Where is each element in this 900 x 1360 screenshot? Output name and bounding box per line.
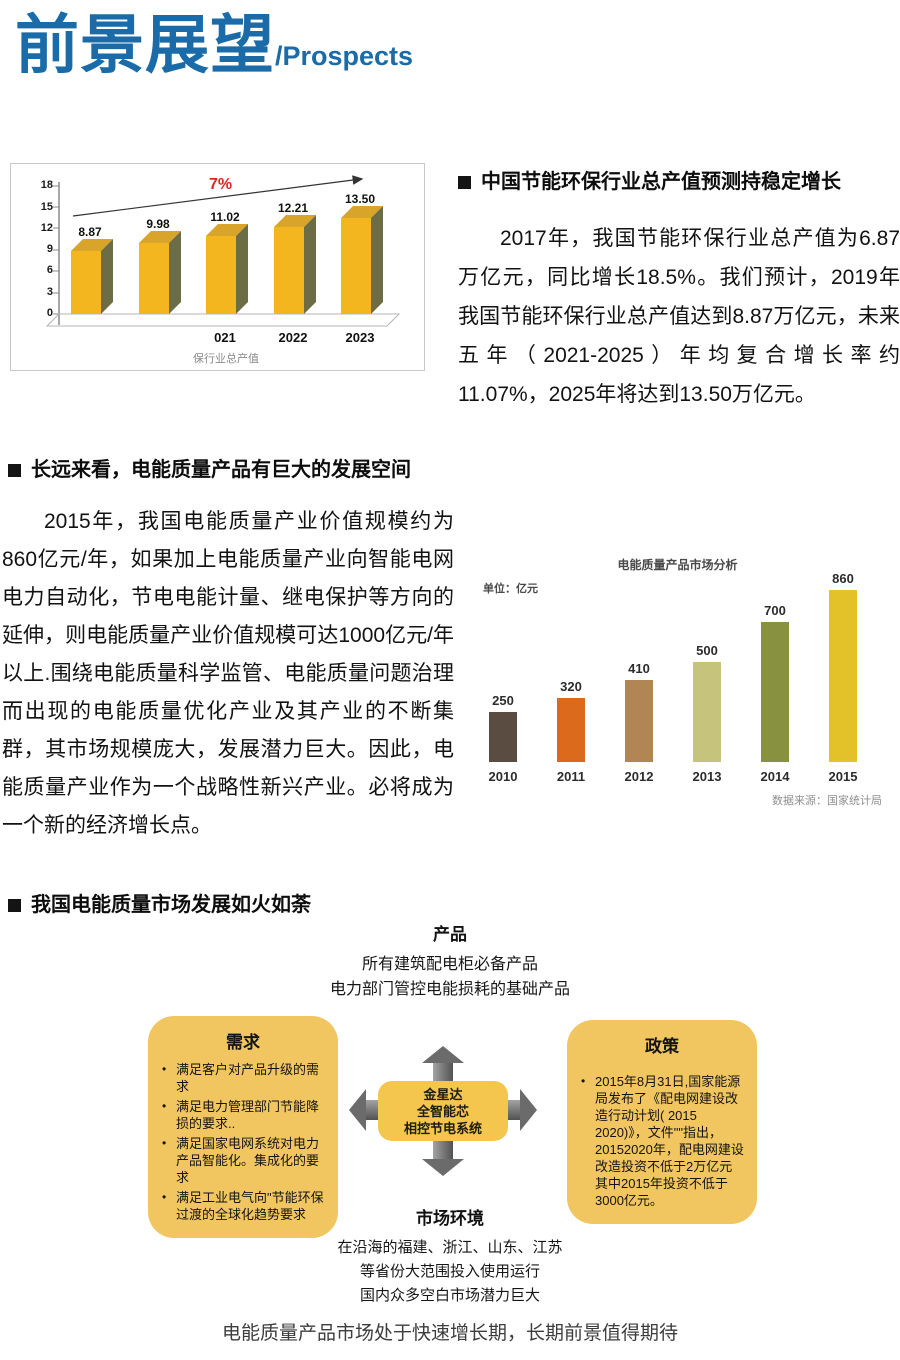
chart1-bar xyxy=(71,239,113,314)
arrow-right-icon xyxy=(505,1089,537,1131)
diagram-market-env-line: 等省份大范围投入使用运行 xyxy=(359,1263,540,1280)
chart2-value-label: 860 xyxy=(832,571,854,586)
diagram-demand-box: 需求 满足客户对产品升级的需求满足电力管理部门节能降损的要求..满足国家电网系统… xyxy=(148,1016,338,1238)
section-paragraph: 2017年，我国节能环保行业总产值为6.87万亿元，同比增长18.5%。我们预计… xyxy=(458,227,900,406)
growth-rate-annotation: 7% xyxy=(209,176,233,193)
chart1-category-label: 2023 xyxy=(345,330,375,345)
chart1-ytick: 15 xyxy=(40,200,53,213)
chart2-bar xyxy=(557,698,585,762)
chart1-ytick: 12 xyxy=(40,221,53,234)
chart2-category-label: 2010 xyxy=(488,769,518,784)
arrow-down-icon xyxy=(422,1140,464,1176)
chart2-value-label: 410 xyxy=(628,661,650,676)
chart1-ytick: 3 xyxy=(46,285,53,298)
diagram-product-line: 所有建筑配电柜必备产品 xyxy=(361,956,538,973)
footer-summary: 电能质量产品市场处于快速增长期，长期前景值得期待 xyxy=(221,1323,678,1344)
chart2-title: 电能质量产品市场分析 xyxy=(617,558,738,572)
chart2-unit-label: 单位：亿元 xyxy=(483,583,538,595)
square-bullet-icon xyxy=(8,464,21,477)
diagram-market-env-title: 市场环境 xyxy=(416,1209,484,1228)
chart1-caption: 保行业总产值 xyxy=(193,353,259,365)
chart1-ytick: 6 xyxy=(46,264,53,277)
center-box-line: 全智能芯 xyxy=(416,1103,469,1119)
chart2-category-label: 2011 xyxy=(556,769,586,784)
chart2-value-label: 320 xyxy=(560,679,582,694)
section-paragraph: 2015年，我国电能质量产业价值规模约为860亿元/年，如果加上电能质量产业向智… xyxy=(2,510,454,837)
section-power-quality-heading: 长远来看，电能质量产品有巨大的发展空间 xyxy=(8,458,468,483)
chart1-value-label: 13.50 xyxy=(344,192,376,206)
diagram-policy-list: 2015年8月31日,国家能源局发布了《配电网建设改造行动计划( 2015 20… xyxy=(579,1073,745,1209)
diagram-demand-title: 需求 xyxy=(226,1033,260,1052)
chart2-category-label: 2014 xyxy=(760,769,790,784)
diagram-demand-list: 满足客户对产品升级的需求满足电力管理部门节能降损的要求..满足国家电网系统对电力… xyxy=(160,1061,326,1223)
chart1-bar xyxy=(341,206,383,314)
diagram-market-env-line: 国内众多空白市场潜力巨大 xyxy=(359,1287,540,1304)
chart-industry-output: 0 3 6 9 12 15 18 8.87 9.98 11.02 021 12.21 2022 13.5… xyxy=(10,163,425,371)
demand-bullet: 满足国家电网系统对电力产品智能化。集成化的要求 xyxy=(160,1135,326,1186)
chart1-axes xyxy=(45,175,401,327)
chart1-value-label: 12.21 xyxy=(277,201,309,215)
chart2-value-label: 250 xyxy=(492,693,514,708)
section-heading-text: 中国节能环保行业总产值预测持稳定增长 xyxy=(481,171,841,193)
section-heading: 长远来看，电能质量产品有巨大的发展空间 xyxy=(8,458,468,483)
diagram-policy-title: 政策 xyxy=(645,1037,679,1056)
section-power-quality-body: 2015年，我国电能质量产业价值规模约为860亿元/年，如果加上电能质量产业向智… xyxy=(2,503,454,845)
section-heading: 中国节能环保行业总产值预测持稳定增长 xyxy=(458,170,900,195)
policy-bullet: 2015年8月31日,国家能源局发布了《配电网建设改造行动计划( 2015 20… xyxy=(579,1073,745,1209)
diagram-policy-box: 政策 2015年8月31日,国家能源局发布了《配电网建设改造行动计划( 2015… xyxy=(567,1020,757,1224)
arrow-left-icon xyxy=(349,1089,381,1131)
section-heading-text: 长远来看，电能质量产品有巨大的发展空间 xyxy=(31,459,411,481)
trend-arrow xyxy=(72,175,364,217)
diagram-product-lines: 所有建筑配电柜必备产品 电力部门管控电能损耗的基础产品 xyxy=(150,952,750,1002)
chart1-value-label: 11.02 xyxy=(210,210,240,224)
chart2-category-label: 2012 xyxy=(624,769,654,784)
page-title-chinese: 前景展望 xyxy=(15,9,275,81)
chart1-ytick: 0 xyxy=(46,307,53,319)
section-national-industry: 中国节能环保行业总产值预测持稳定增长 2017年，我国节能环保行业总产值为6.8… xyxy=(458,170,900,414)
demand-bullet: 满足电力管理部门节能降损的要求.. xyxy=(160,1098,326,1132)
chart2-source: 数据来源：国家统计局 xyxy=(772,795,882,807)
chart1-value-label: 9.98 xyxy=(146,217,170,231)
chart2-bar xyxy=(489,712,517,762)
section-market-heading: 我国电能质量市场发展如火如荼 xyxy=(8,893,508,918)
square-bullet-icon xyxy=(8,899,21,912)
diagram-product-line: 电力部门管控电能损耗的基础产品 xyxy=(329,981,570,998)
center-box-line: 金星达 xyxy=(423,1086,463,1102)
chart2-bar xyxy=(761,622,789,762)
chart1-bar xyxy=(206,224,248,314)
chart1-bar xyxy=(274,215,316,314)
chart1-value-label: 8.87 xyxy=(78,225,102,239)
chart1-bar xyxy=(139,231,181,314)
chart-power-quality-market: 电能质量产品市场分析 单位：亿元 250 2010 320 2011 410 2012 50… xyxy=(465,548,890,818)
center-box-line: 相控节电系统 xyxy=(403,1120,482,1136)
chart2-bar xyxy=(693,662,721,762)
chart1-ytick: 9 xyxy=(46,243,53,256)
arrow-up-icon xyxy=(422,1046,464,1082)
chart2-category-label: 2015 xyxy=(828,769,858,784)
page-title: 前景展望 /Prospects xyxy=(15,9,414,81)
chart2-value-label: 500 xyxy=(696,643,718,658)
diagram-market-env-line: 在沿海的福建、浙江、山东、江苏 xyxy=(337,1239,563,1256)
chart1-category-label: 2022 xyxy=(278,330,308,345)
diagram-center-system-box: 金星达 全智能芯 相控节电系统 xyxy=(378,1081,508,1141)
chart1-category-label: 021 xyxy=(214,330,236,345)
section-heading-text: 我国电能质量市场发展如火如荼 xyxy=(31,894,311,916)
chart2-bar xyxy=(625,680,653,762)
diagram-market-env-lines: 在沿海的福建、浙江、山东、江苏 等省份大范围投入使用运行 国内众多空白市场潜力巨… xyxy=(150,1236,750,1308)
section-heading: 我国电能质量市场发展如火如荼 xyxy=(8,893,508,918)
square-bullet-icon xyxy=(458,176,471,189)
demand-bullet: 满足客户对产品升级的需求 xyxy=(160,1061,326,1095)
page-title-english: /Prospects xyxy=(275,41,414,72)
chart1-ytick: 18 xyxy=(40,179,53,192)
demand-bullet: 满足工业电气向"节能环保过渡的全球化趋势要求 xyxy=(160,1189,326,1223)
chart2-value-label: 700 xyxy=(764,603,786,618)
diagram-product-title: 产品 xyxy=(433,925,467,944)
chart2-bar xyxy=(829,590,857,762)
chart2-category-label: 2013 xyxy=(692,769,722,784)
